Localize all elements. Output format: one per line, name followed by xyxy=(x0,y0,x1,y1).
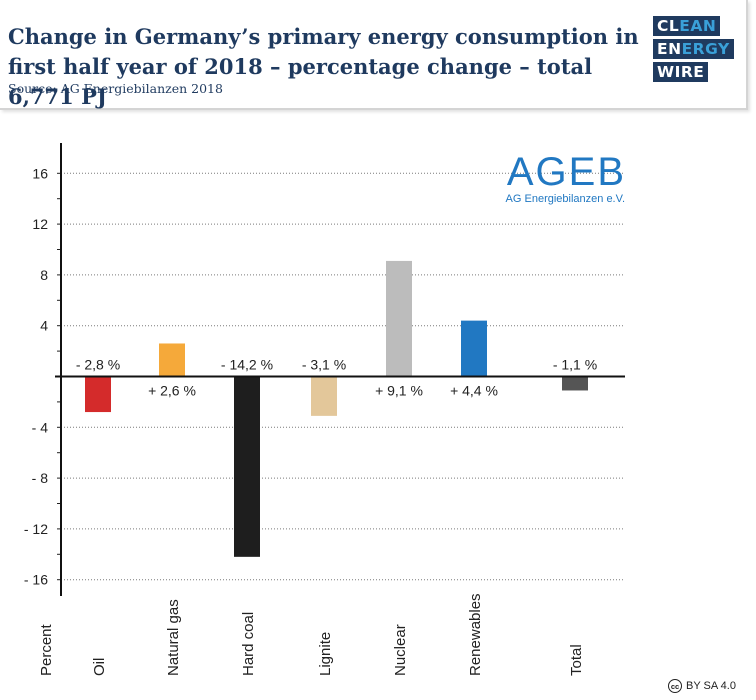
x-category-label: Total xyxy=(568,644,585,676)
x-category-label: Renewables xyxy=(467,593,484,676)
x-category-label: Hard coal xyxy=(240,612,257,676)
license-badge: cc BY SA 4.0 xyxy=(668,679,736,693)
bar-natural-gas xyxy=(159,343,185,377)
data-label: + 4,4 % xyxy=(450,383,498,399)
data-label: - 14,2 % xyxy=(221,357,273,373)
bar-nuclear xyxy=(386,260,412,377)
y-tick-label: - 8 xyxy=(32,470,49,486)
header: Change in Germany’s primary energy consu… xyxy=(0,0,748,110)
bar-oil xyxy=(85,376,111,413)
y-tick-label: 8 xyxy=(40,267,48,283)
page-title: Change in Germany’s primary energy consu… xyxy=(8,24,639,109)
source-note: Source: AG Energiebilanzen 2018 xyxy=(8,81,223,96)
bar-lignite xyxy=(311,376,337,416)
x-category-label: Oil xyxy=(91,658,108,676)
data-label: + 9,1 % xyxy=(375,383,423,399)
y-tick-label: - 16 xyxy=(24,572,48,588)
y-tick-label: - 4 xyxy=(32,419,49,435)
bar-hard-coal xyxy=(234,376,260,557)
data-label: - 1,1 % xyxy=(553,357,597,373)
clean-energy-wire-logo: CLEAN ENERGY WIRE xyxy=(653,16,734,85)
ageb-watermark: AGEB xyxy=(507,150,626,194)
bar-total xyxy=(562,376,588,391)
y-tick-label: 16 xyxy=(32,165,48,181)
x-category-label: Lignite xyxy=(317,632,334,676)
x-category-label: Natural gas xyxy=(165,599,182,676)
bar-renewables xyxy=(461,320,487,377)
y-tick-label: - 12 xyxy=(24,521,48,537)
data-label: + 2,6 % xyxy=(148,383,196,399)
data-label: - 3,1 % xyxy=(302,357,346,373)
y-axis-label: Percent xyxy=(38,623,55,676)
y-tick-label: 12 xyxy=(32,216,48,232)
logo-line-1: CLEAN xyxy=(653,16,721,36)
y-tick-label: 4 xyxy=(40,318,48,334)
data-label: - 2,8 % xyxy=(76,357,120,373)
ageb-watermark-sub: AG Energiebilanzen e.V. xyxy=(506,193,625,205)
creative-commons-icon: cc xyxy=(668,679,682,693)
logo-line-2: ENERGY xyxy=(653,39,734,59)
x-category-label: Nuclear xyxy=(392,624,409,676)
license-text: BY SA 4.0 xyxy=(686,680,736,692)
logo-line-3: WIRE xyxy=(653,62,709,82)
